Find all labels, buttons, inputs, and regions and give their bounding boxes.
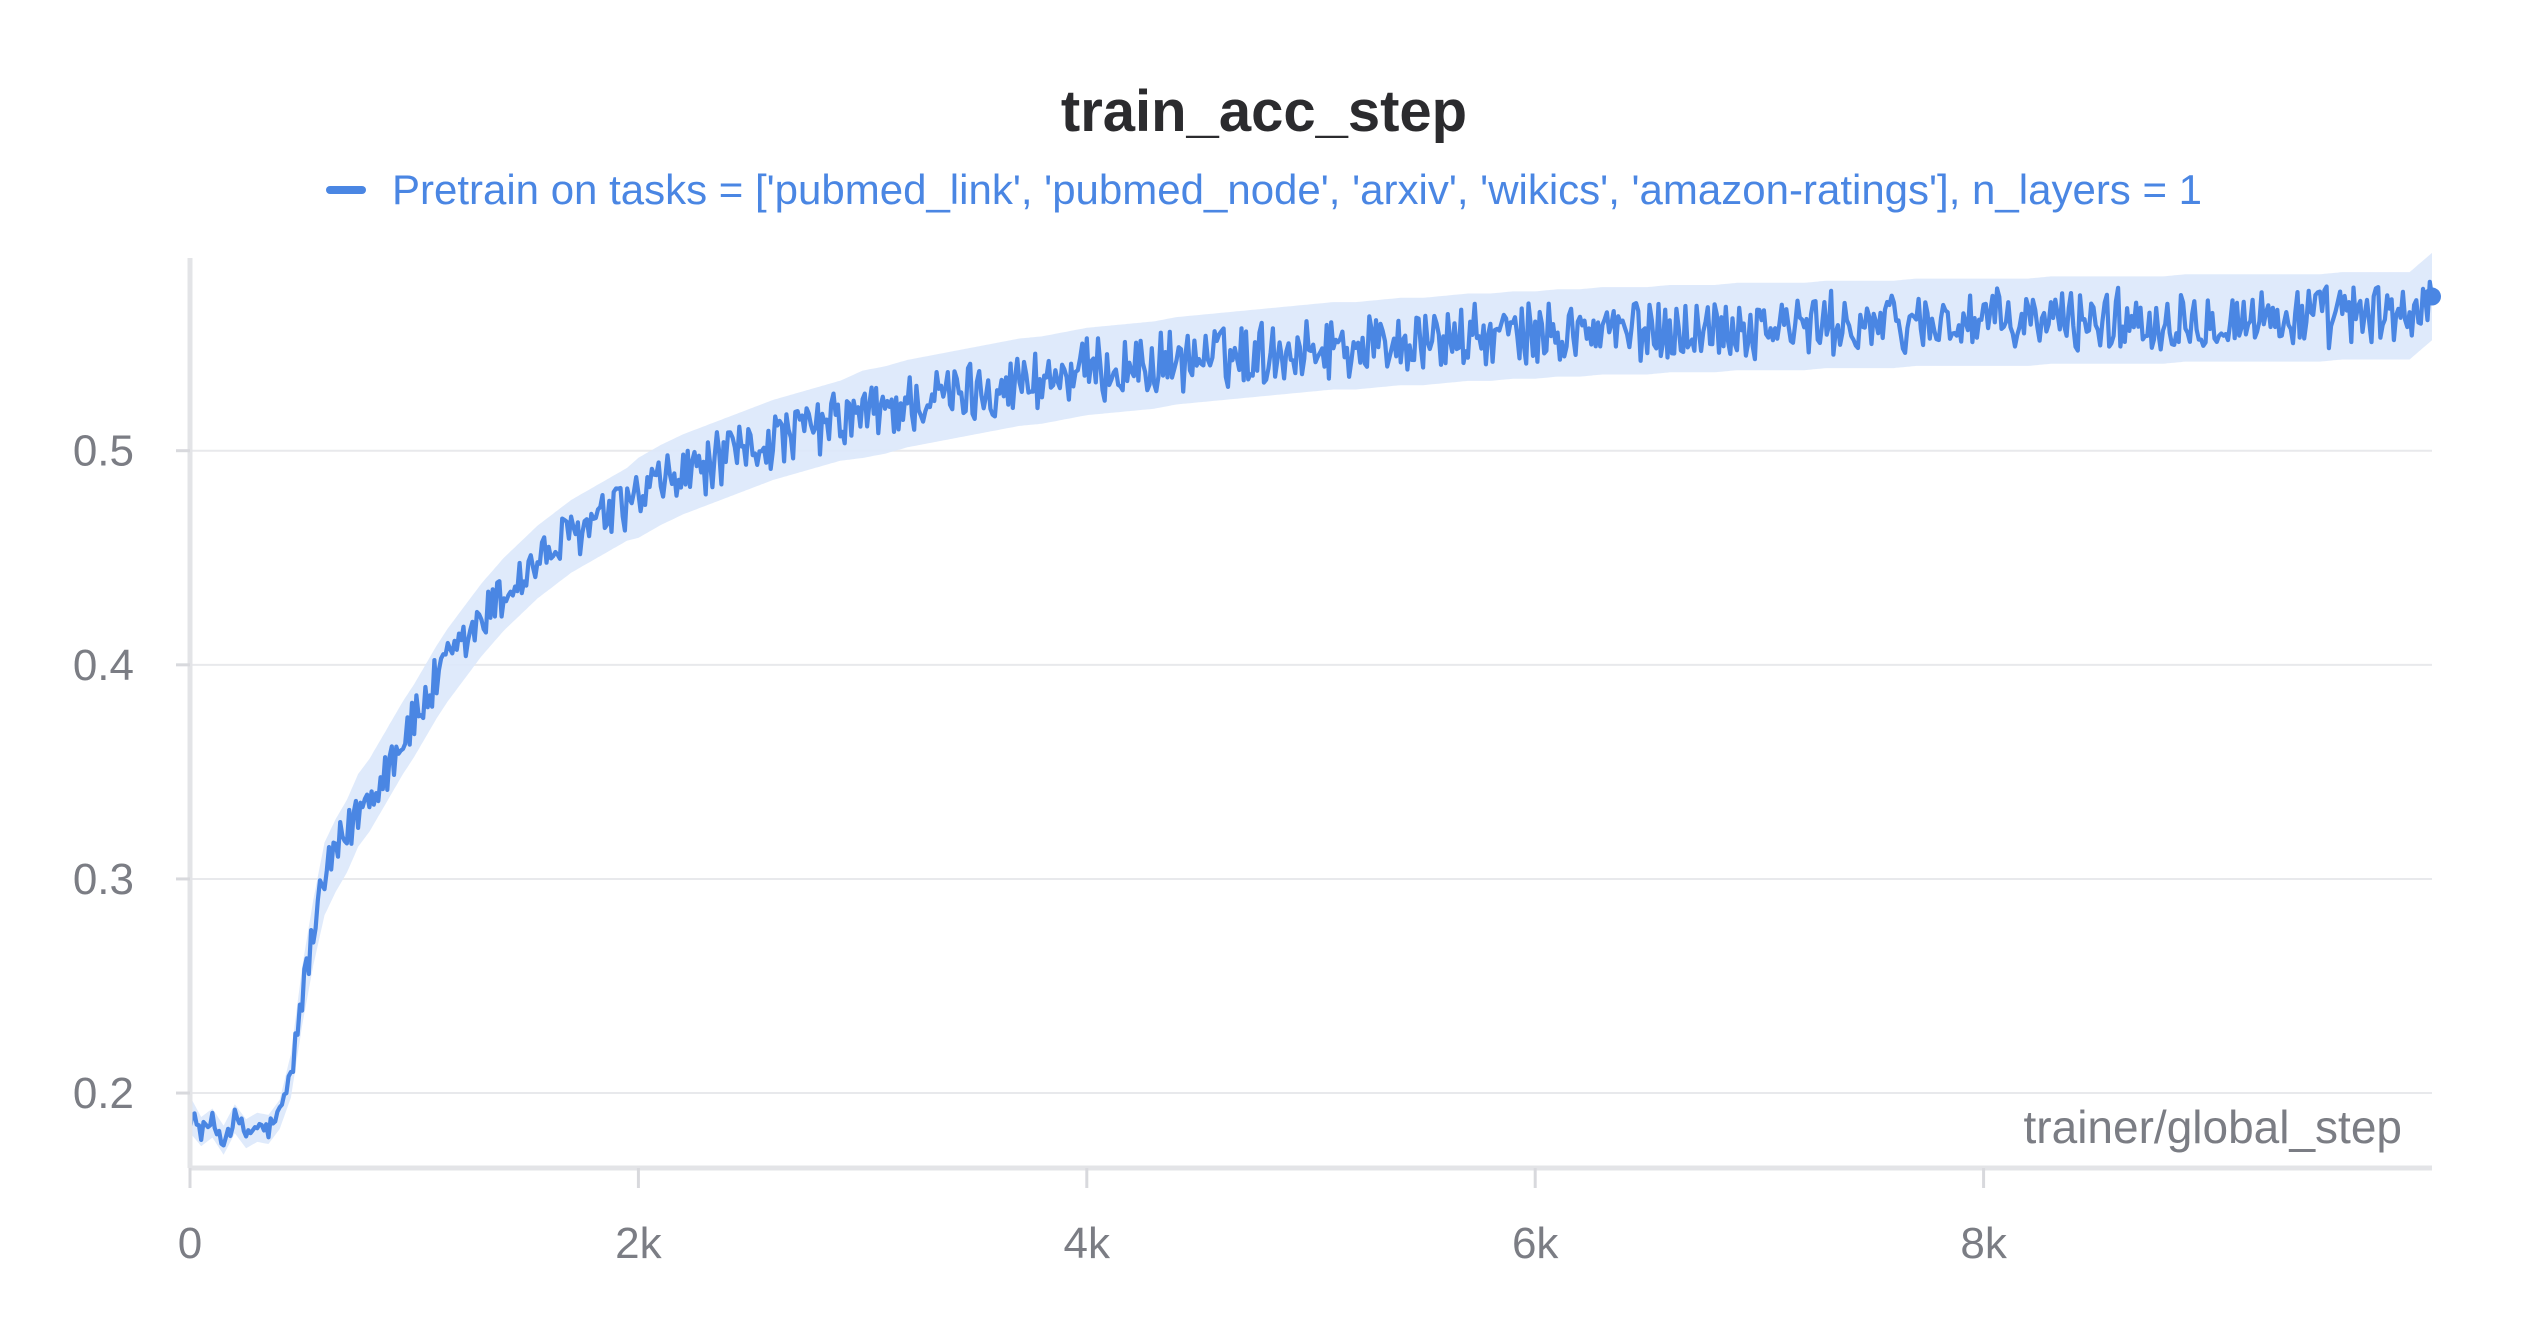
- series-line[interactable]: [187, 279, 2435, 1148]
- series-band: [190, 252, 2432, 1155]
- series-endpoint-marker[interactable]: [2423, 287, 2441, 306]
- y-tick-label-3: 0.5: [73, 427, 134, 476]
- x-tick-label-2: 4k: [1064, 1219, 1111, 1268]
- x-tick-label-1: 2k: [615, 1219, 662, 1268]
- confidence-band: [190, 252, 2432, 1155]
- x-tick-label-4: 8k: [1960, 1219, 2007, 1268]
- y-tick-label-2: 0.4: [73, 641, 134, 690]
- legend-label: Pretrain on tasks = ['pubmed_link', 'pub…: [391, 166, 2203, 213]
- x-tick-label-0: 0: [178, 1219, 202, 1268]
- legend[interactable]: Pretrain on tasks = ['pubmed_link', 'pub…: [0, 166, 2528, 214]
- series-line-group: [187, 279, 2441, 1148]
- y-tick-label-1: 0.3: [73, 855, 134, 904]
- x-tick-label-3: 6k: [1512, 1219, 1559, 1268]
- x-axis-label: trainer/global_step: [2024, 1101, 2402, 1153]
- grid-lines: [190, 449, 2432, 1095]
- y-tick-label-0: 0.2: [73, 1069, 134, 1118]
- legend-swatch: [325, 186, 366, 194]
- chart-title: train_acc_step: [1060, 79, 1468, 144]
- axes: [176, 258, 2432, 1188]
- tick-labels: 0.2 0.3 0.4 0.5 0 2k 4k 6k 8k: [73, 427, 2008, 1268]
